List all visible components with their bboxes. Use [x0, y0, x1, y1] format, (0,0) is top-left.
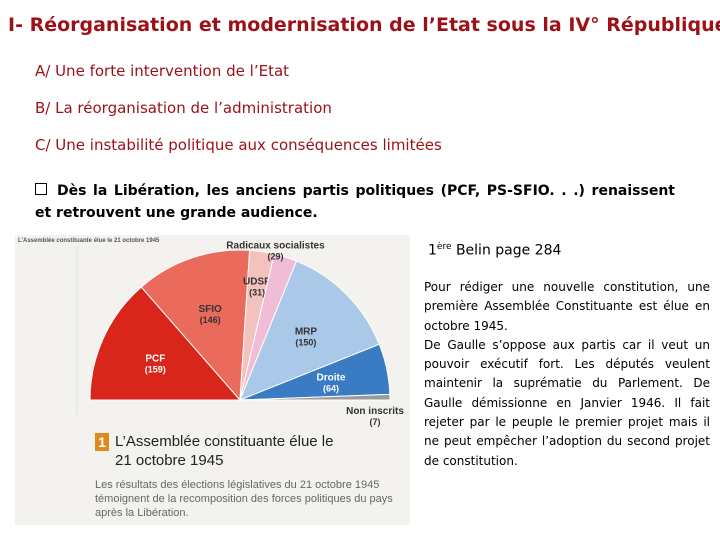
- seat-segment: [140, 249, 251, 402]
- heading: B/ La réorganisation de l’administration: [35, 99, 332, 117]
- figure: L’Assemblée constituante élue le 21 octo…: [15, 235, 410, 525]
- caption-title: L’Assemblée constituante élue le 21 octo…: [115, 433, 334, 469]
- ref-number: 1: [428, 242, 437, 259]
- badge: [95, 433, 109, 451]
- figure-header: L’Assemblée constituante élue le 21 octo…: [18, 238, 160, 244]
- party-name: SFIO: [198, 304, 222, 315]
- paragraph: De Gaulle s’oppose aux partis car il veu…: [424, 337, 710, 468]
- party-seats: (29): [267, 252, 283, 262]
- ref-superscript: ère: [436, 242, 452, 252]
- party-seats: (159): [145, 365, 166, 375]
- party-seats: (146): [200, 315, 221, 325]
- heading: A/ Une forte intervention de l’Etat: [35, 62, 290, 80]
- title: I- Réorganisation et modernisation de l’…: [8, 14, 720, 36]
- seat-segment: [239, 260, 380, 401]
- paragraph: Pour rédiger une nouvelle constitution, …: [424, 280, 710, 333]
- party-name: PCF: [145, 354, 165, 365]
- caption-text-box: Les résultats des élections législatives…: [95, 479, 393, 519]
- party-seats: (31): [249, 287, 265, 297]
- badge-number: 1: [98, 434, 106, 450]
- party-seats: (64): [323, 384, 339, 394]
- party-name: Non inscrits: [346, 406, 404, 417]
- seat-segment: [89, 286, 242, 401]
- party-name: UDSR: [243, 276, 272, 287]
- paragraphs: Pour rédiger une nouvelle constitution, …: [424, 278, 710, 471]
- caption-title-box: L’Assemblée constituante élue le 21 octo…: [115, 433, 334, 469]
- heading: C/ Une instabilité politique aux conséqu…: [35, 136, 442, 154]
- bullet-box: [35, 183, 47, 195]
- party-name: Droite: [317, 373, 346, 384]
- reference: 1ère Belin page 284: [428, 242, 561, 259]
- caption-text: Les résultats des élections législatives…: [95, 479, 393, 519]
- party-name: MRP: [295, 326, 318, 337]
- bullet: Dès la Libération, les anciens partis po…: [35, 180, 675, 224]
- figure-image: L’Assemblée constituante élue le 21 octo…: [18, 238, 404, 519]
- party-seats: (7): [370, 417, 381, 427]
- seat-segment: [239, 393, 391, 401]
- party-seats: (150): [295, 337, 316, 347]
- ref-text: Belin page 284: [451, 242, 562, 259]
- party-name: Radicaux socialistes: [226, 241, 325, 252]
- bullet-text: Dès la Libération, les anciens partis po…: [35, 183, 675, 221]
